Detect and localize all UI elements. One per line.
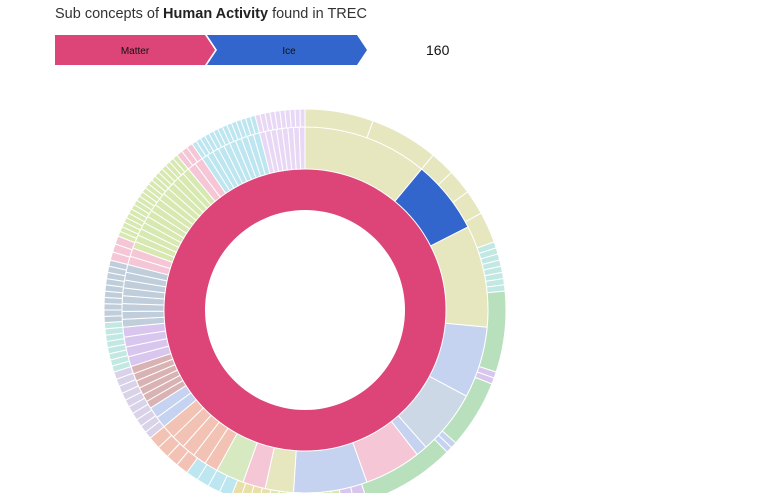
breadcrumb-label-matter: Matter [121, 46, 150, 57]
breadcrumb-item-matter[interactable]: Matter [55, 35, 215, 65]
page-title: Sub concepts of Human Activity found in … [55, 6, 367, 22]
breadcrumb: Matter Ice [55, 35, 395, 65]
sunburst-segment-l1-0-0[interactable] [164, 169, 446, 451]
concept-count: 160 [426, 42, 450, 58]
sunburst-segment-l3-23-9[interactable] [299, 108, 306, 128]
breadcrumb-item-ice[interactable]: Ice [207, 35, 367, 65]
sunburst-segment-l3-18-1[interactable] [103, 309, 123, 317]
breadcrumb-label-ice: Ice [282, 46, 296, 57]
title-suffix: found in TREC [272, 6, 367, 22]
title-concept: Human Activity [163, 6, 269, 22]
sunburst-segment-l2-20-7[interactable] [298, 126, 306, 170]
title-prefix: Sub concepts of [55, 6, 159, 22]
sunburst-segment-l3-18-0[interactable] [103, 315, 123, 324]
